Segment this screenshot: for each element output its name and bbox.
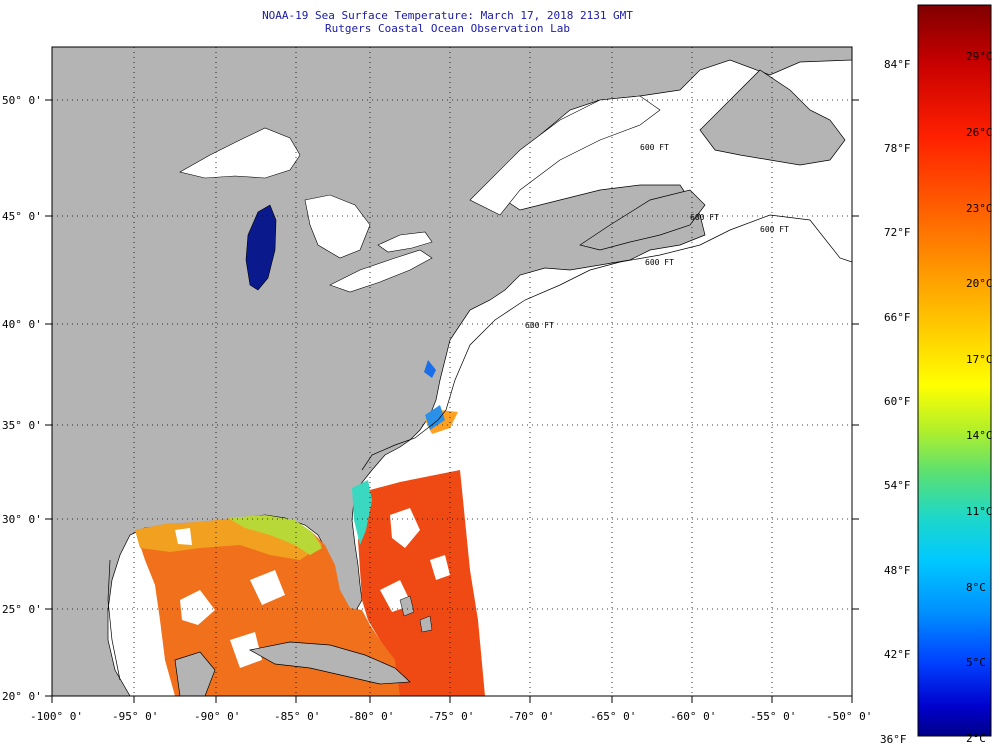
- c-label: 17°C: [966, 353, 993, 366]
- longitude-labels: -100° 0' -95° 0' -90° 0' -85° 0' -80° 0'…: [30, 710, 872, 723]
- contour-label: 600 FT: [640, 143, 669, 152]
- lon-label: -80° 0': [348, 710, 394, 723]
- lat-label: 40° 0': [2, 318, 42, 331]
- lat-label: 50° 0': [2, 94, 42, 107]
- cuba-land: [249, 641, 411, 685]
- f-label: 66°F: [884, 311, 911, 324]
- lon-label: -60° 0': [670, 710, 716, 723]
- nova-scotia-land: [579, 189, 706, 251]
- contour-label: 600 FT: [645, 258, 674, 267]
- f-label: 84°F: [884, 58, 911, 71]
- pamlico-blue: [425, 405, 445, 430]
- latitude-labels: 50° 0' 45° 0' 40° 0' 35° 0' 30° 0' 25° 0…: [2, 94, 42, 703]
- c-label: 20°C: [966, 277, 993, 290]
- lon-label: -95° 0': [112, 710, 158, 723]
- map-subtitle: Rutgers Coastal Ocean Observation Lab: [324, 22, 571, 35]
- lat-label: 20° 0': [2, 690, 42, 703]
- axis-ticks: [45, 99, 859, 703]
- lon-label: -55° 0': [750, 710, 796, 723]
- lon-label: -75° 0': [428, 710, 474, 723]
- contour-label: 600 FT: [525, 321, 554, 330]
- lat-label: 25° 0': [2, 603, 42, 616]
- newfoundland-land: [699, 69, 846, 166]
- f-label: 42°F: [884, 648, 911, 661]
- colorbar-fahrenheit-labels: 84°F 78°F 72°F 66°F 60°F 54°F 48°F 42°F …: [880, 58, 911, 746]
- c-label: 8°C: [966, 581, 986, 594]
- f-label: 78°F: [884, 142, 911, 155]
- c-label: 14°C: [966, 429, 993, 442]
- lon-label: -65° 0': [590, 710, 636, 723]
- lat-lon-grid: [52, 47, 852, 696]
- lat-label: 30° 0': [2, 513, 42, 526]
- lon-label: -70° 0': [508, 710, 554, 723]
- f-label: 72°F: [884, 226, 911, 239]
- colorbar-celsius-labels: 29°C 26°C 23°C 20°C 17°C 14°C 11°C 8°C 5…: [966, 50, 993, 745]
- f-label: 48°F: [884, 564, 911, 577]
- bahamas-land: [399, 595, 433, 633]
- c-label: 26°C: [966, 126, 993, 139]
- contour-label: 600 FT: [760, 225, 789, 234]
- c-label: 11°C: [966, 505, 993, 518]
- chesapeake-blue: [424, 360, 436, 378]
- c-label: 5°C: [966, 656, 986, 669]
- contour-label: 600 FT: [690, 213, 719, 222]
- map-frame: [51, 46, 853, 697]
- lon-label: -90° 0': [194, 710, 240, 723]
- lat-label: 45° 0': [2, 210, 42, 223]
- f-label: 54°F: [884, 479, 911, 492]
- yucatan-land: [174, 651, 216, 696]
- shelf-contour: [107, 214, 852, 681]
- c-label: 23°C: [966, 202, 993, 215]
- atlantic-sst: [358, 470, 485, 696]
- lat-label: 35° 0': [2, 419, 42, 432]
- lon-label: -50° 0': [826, 710, 872, 723]
- florida-shelf-green: [228, 515, 322, 555]
- lake-superior: [179, 127, 301, 179]
- c-label: 2°C: [966, 732, 986, 745]
- gulf-stream-cold-edge: [352, 480, 372, 545]
- lake-michigan: [245, 204, 277, 291]
- lake-erie-ontario: [329, 249, 433, 293]
- c-label: 29°C: [966, 50, 993, 63]
- lon-label: -100° 0': [30, 710, 83, 723]
- f-label: 60°F: [884, 395, 911, 408]
- f-label: 36°F: [880, 733, 907, 746]
- map-title: NOAA-19 Sea Surface Temperature: March 1…: [262, 9, 633, 22]
- lake-huron: [304, 194, 371, 259]
- st-lawrence: [469, 95, 661, 216]
- lon-label: -85° 0': [274, 710, 320, 723]
- lake-ontario: [377, 231, 433, 253]
- contour-labels: 600 FT 600 FT 600 FT 600 FT 600 FT: [525, 143, 789, 330]
- colorbar: [917, 4, 992, 737]
